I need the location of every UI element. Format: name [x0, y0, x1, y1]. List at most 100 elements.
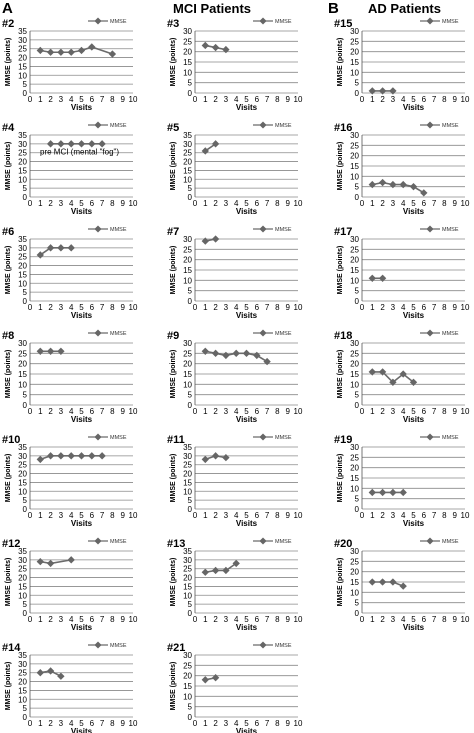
x-tick-label: 0	[360, 615, 365, 624]
x-tick-label: 8	[110, 95, 115, 104]
data-point	[201, 676, 209, 684]
y-tick-label: 20	[183, 158, 192, 167]
panel-id-label: #8	[2, 330, 14, 342]
x-tick-label: 6	[90, 407, 95, 416]
data-point	[88, 43, 96, 51]
x-tick-label: 2	[48, 95, 53, 104]
x-tick-label: 6	[90, 95, 95, 104]
x-tick-label: 7	[265, 303, 270, 312]
x-tick-label: 1	[370, 511, 375, 520]
y-tick-label: 25	[350, 557, 359, 566]
y-tick-label: 25	[18, 253, 27, 262]
data-point	[389, 87, 397, 95]
x-tick-label: 9	[120, 407, 125, 416]
y-axis-label: MMSE (points)	[337, 246, 344, 295]
y-tick-label: 5	[23, 184, 28, 193]
x-axis-label: Visits	[236, 415, 258, 424]
x-tick-label: 8	[442, 303, 447, 312]
x-tick-label: 2	[380, 615, 385, 624]
legend-marker	[426, 329, 434, 337]
x-tick-label: 1	[38, 407, 43, 416]
y-tick-label: 0	[355, 401, 360, 410]
x-axis-label: Visits	[71, 519, 93, 528]
x-tick-label: 4	[234, 199, 239, 208]
y-tick-label: 20	[18, 678, 27, 687]
y-tick-label: 10	[350, 484, 359, 493]
y-tick-label: 10	[350, 68, 359, 77]
x-tick-label: 8	[110, 303, 115, 312]
x-tick-label: 6	[90, 303, 95, 312]
data-point	[222, 566, 230, 575]
x-tick-label: 2	[48, 407, 53, 416]
data-point	[389, 180, 397, 189]
data-point	[211, 140, 220, 148]
x-tick-label: 0	[360, 199, 365, 208]
x-tick-label: 8	[275, 511, 280, 520]
data-point	[57, 244, 65, 252]
x-tick-label: 1	[203, 199, 208, 208]
x-tick-label: 9	[452, 407, 457, 416]
data-point	[67, 452, 75, 460]
x-tick-label: 3	[391, 95, 396, 104]
y-tick-label: 30	[183, 235, 192, 244]
series-line	[372, 581, 404, 587]
x-tick-label: 2	[48, 199, 53, 208]
legend-marker	[426, 17, 434, 25]
x-tick-label: 2	[380, 95, 385, 104]
legend-label: MMSE	[110, 643, 127, 649]
y-tick-label: 15	[18, 370, 27, 379]
x-tick-label: 9	[452, 199, 457, 208]
x-tick-label: 6	[422, 511, 427, 520]
x-tick-label: 2	[213, 95, 218, 104]
y-tick-label: 30	[350, 131, 359, 140]
y-tick-label: 0	[23, 609, 28, 618]
x-tick-label: 0	[360, 95, 365, 104]
y-axis-label: MMSE (points)	[170, 558, 177, 607]
legend-label: MMSE	[110, 227, 127, 233]
data-point	[378, 274, 387, 282]
x-tick-label: 7	[432, 303, 437, 312]
data-point	[368, 87, 376, 95]
y-tick-label: 25	[183, 149, 192, 158]
x-tick-label: 10	[461, 95, 470, 104]
panel-id-label: #2	[2, 18, 14, 30]
y-tick-label: 25	[18, 349, 27, 358]
y-tick-label: 5	[188, 184, 193, 193]
x-tick-label: 2	[213, 407, 218, 416]
y-tick-label: 5	[23, 704, 28, 713]
x-axis-label: Visits	[71, 311, 93, 320]
x-tick-label: 5	[79, 303, 84, 312]
y-tick-label: 20	[18, 54, 27, 63]
x-tick-label: 2	[380, 303, 385, 312]
panel-id-label: #21	[167, 642, 185, 654]
x-tick-label: 6	[90, 719, 95, 728]
y-tick-label: 10	[18, 695, 27, 704]
y-tick-label: 20	[18, 574, 27, 583]
y-tick-label: 5	[23, 288, 28, 297]
data-point	[232, 559, 240, 568]
data-point	[46, 452, 55, 460]
y-tick-label: 35	[183, 547, 192, 556]
x-tick-label: 5	[244, 407, 249, 416]
header-A: A	[2, 0, 13, 17]
x-tick-label: 4	[69, 199, 74, 208]
x-tick-label: 0	[193, 407, 198, 416]
y-tick-label: 30	[183, 27, 192, 36]
y-tick-label: 30	[350, 339, 359, 348]
x-axis-label: Visits	[236, 623, 258, 632]
x-tick-label: 0	[28, 511, 33, 520]
y-tick-label: 25	[350, 141, 359, 150]
y-tick-label: 0	[355, 609, 360, 618]
y-tick-label: 0	[23, 713, 28, 722]
x-tick-label: 3	[59, 511, 64, 520]
x-tick-label: 7	[100, 303, 105, 312]
y-tick-label: 30	[18, 36, 27, 45]
x-tick-label: 3	[59, 615, 64, 624]
legend-marker	[94, 329, 102, 337]
y-tick-label: 25	[183, 461, 192, 470]
x-tick-label: 10	[461, 615, 470, 624]
data-point	[211, 235, 220, 243]
y-tick-label: 5	[355, 599, 360, 608]
